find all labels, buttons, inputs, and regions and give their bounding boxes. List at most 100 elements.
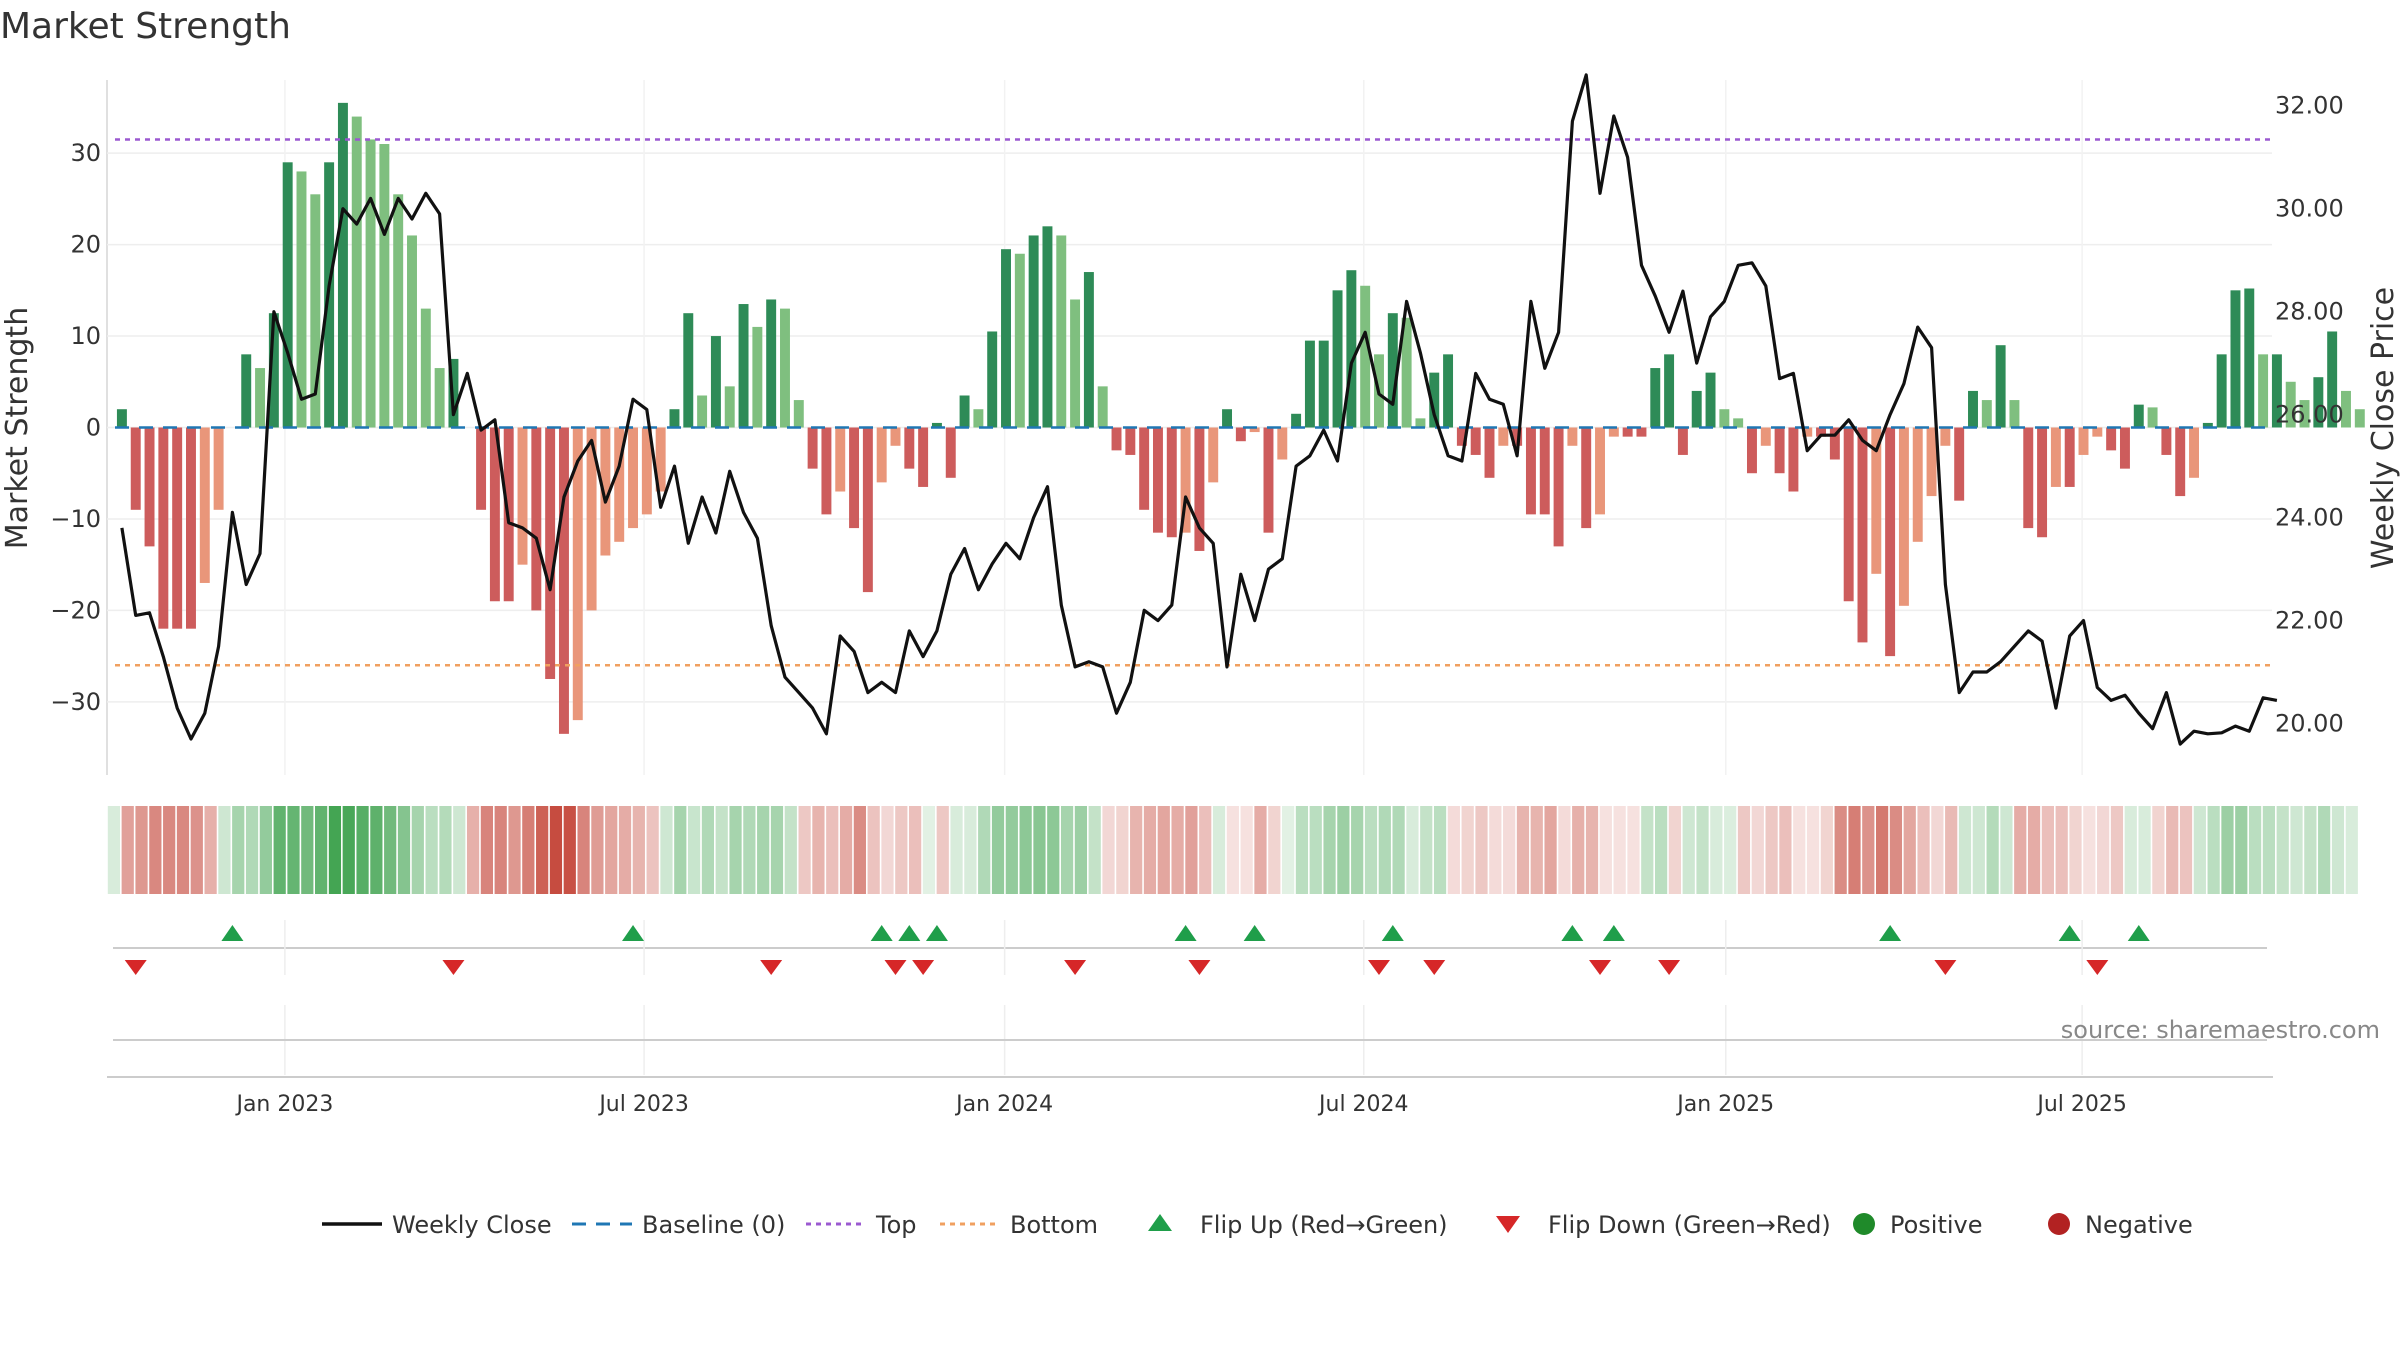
flip-up-marker — [1602, 925, 1625, 941]
strength-bar-negative — [1581, 427, 1592, 529]
strength-bar-positive — [1691, 390, 1702, 428]
heatmap-cell — [1254, 806, 1267, 894]
heatmap-cell — [328, 806, 342, 894]
strength-bar-negative — [876, 427, 887, 483]
heatmap-cell — [397, 806, 411, 894]
heatmap-cell — [1185, 806, 1198, 894]
flip-up-marker — [898, 925, 921, 941]
strength-bar-negative — [641, 427, 652, 515]
heatmap-cell — [2069, 806, 2082, 894]
heatmap-cell — [1157, 806, 1170, 894]
flip-down-marker — [1367, 960, 1390, 975]
legend-label: Flip Down (Green→Red) — [1548, 1211, 1831, 1239]
strength-bar-negative — [600, 427, 611, 556]
y-right-tick-label: 20.00 — [2275, 710, 2344, 738]
heatmap-cell — [536, 806, 549, 894]
strength-bar-negative — [1235, 427, 1246, 442]
heatmap-cell — [135, 806, 148, 894]
heatmap-cell — [480, 806, 493, 894]
flip-up-marker — [1879, 925, 1902, 941]
strength-bar-negative — [130, 427, 141, 510]
strength-bar-positive — [1332, 290, 1343, 428]
strength-bar-negative — [172, 427, 183, 629]
heatmap-cell — [812, 806, 825, 894]
heatmap-cell — [936, 806, 949, 894]
heatmap-cell — [618, 806, 632, 894]
heatmap-cell — [1724, 806, 1737, 894]
strength-bar-positive — [1222, 409, 1233, 428]
strength-bar-negative — [655, 427, 666, 492]
heatmap-cell — [315, 806, 328, 894]
strength-bar-positive — [379, 144, 390, 428]
heatmap-cell — [549, 806, 563, 894]
flip-up-marker — [622, 925, 645, 941]
strength-bar-positive — [1981, 400, 1992, 428]
strength-bar-negative — [904, 427, 915, 469]
strength-bar-positive — [434, 368, 445, 428]
heatmap-cell — [1862, 806, 1875, 894]
y-right-tick-label: 30.00 — [2275, 195, 2344, 223]
legend-swatch-flip-down — [1496, 1216, 1520, 1233]
heatmap-cell — [121, 806, 134, 894]
heatmap-cell — [425, 806, 438, 894]
strength-bar-negative — [1470, 427, 1481, 455]
strength-bar-positive — [2354, 409, 2365, 428]
x-tick-label: Jan 2025 — [1675, 1092, 1774, 1117]
strength-bar-negative — [1525, 427, 1536, 515]
strength-bar-positive — [1705, 372, 1716, 428]
strength-bar-negative — [186, 427, 196, 629]
strength-bar-negative — [1829, 427, 1840, 460]
heatmap-cell — [2027, 806, 2041, 894]
heatmap-cell — [1737, 806, 1751, 894]
flip-up-marker — [1381, 925, 1404, 941]
heatmap-cell — [2110, 806, 2124, 894]
heatmap-cell — [204, 806, 217, 894]
chart-title: Market Strength — [0, 6, 291, 47]
heatmap-cell — [1931, 806, 1944, 894]
strength-bar-positive — [268, 313, 279, 428]
strength-bar-positive — [780, 308, 790, 428]
heatmap-cell — [287, 806, 300, 894]
strength-bar-positive — [697, 395, 708, 428]
strength-bar-positive — [2009, 400, 2020, 428]
heatmap-cell — [273, 806, 286, 894]
flip-down-marker — [1423, 960, 1446, 975]
strength-bar-negative — [1802, 427, 1813, 437]
y-left-tick-label: 30 — [70, 139, 101, 167]
strength-bar-positive — [1291, 413, 1302, 428]
y-right-tick-label: 32.00 — [2275, 92, 2344, 120]
strength-bar-positive — [2341, 390, 2351, 428]
strength-bar-negative — [821, 427, 832, 515]
flip-down-marker — [912, 960, 935, 975]
heatmap-cell — [2152, 806, 2165, 894]
strength-bar-negative — [1746, 427, 1757, 474]
flip-up-marker — [221, 925, 244, 941]
strength-bar-negative — [517, 427, 528, 565]
strength-bar-positive — [1995, 345, 2006, 428]
heatmap-cell — [1392, 806, 1405, 894]
strength-bar-negative — [2175, 427, 2186, 497]
flip-up-marker — [870, 925, 893, 941]
heatmap-cell — [1074, 806, 1088, 894]
heatmap-cell — [1143, 806, 1157, 894]
heatmap-cell — [1530, 806, 1543, 894]
flip-up-marker — [2127, 925, 2150, 941]
heatmap-cell — [107, 806, 121, 894]
heatmap-cell — [909, 806, 922, 894]
strength-bar-positive — [351, 116, 362, 428]
heatmap-cell — [577, 806, 590, 894]
legend-swatch-positive — [1853, 1213, 1875, 1235]
strength-bar-positive — [1346, 270, 1357, 428]
heatmap-cell — [605, 806, 618, 894]
x-tick-label: Jul 2024 — [1317, 1092, 1409, 1117]
heatmap-cell — [176, 806, 190, 894]
strength-bar-negative — [918, 427, 929, 487]
legend: Weekly Close Baseline (0) Top Bottom Flip Up… — [322, 1211, 2193, 1239]
heatmap-cell — [1364, 806, 1378, 894]
heatmap-cell — [674, 806, 687, 894]
strength-bar-positive — [2147, 407, 2158, 428]
heatmap-cell — [2055, 806, 2068, 894]
strength-bar-negative — [1595, 427, 1605, 515]
heatmap-cell — [2124, 806, 2137, 894]
